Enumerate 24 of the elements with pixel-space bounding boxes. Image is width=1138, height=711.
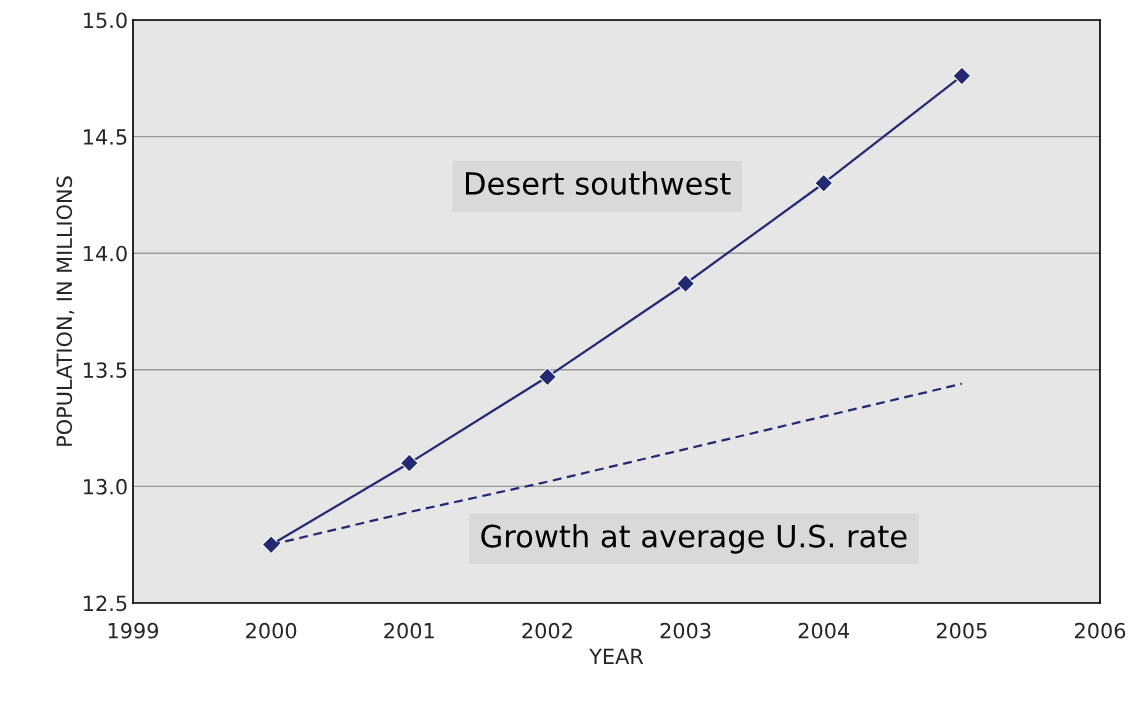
x-tick-label: 1999 bbox=[108, 622, 159, 639]
x-tick-label: 2004 bbox=[798, 622, 850, 639]
point bbox=[261, 535, 281, 555]
series-label: Desert southwest bbox=[466, 171, 731, 196]
x-tick-label: 2005 bbox=[936, 622, 987, 639]
x-axis-title: YEAR bbox=[589, 648, 644, 664]
y-tick-label: 12.5 bbox=[84, 595, 127, 612]
y-tick-label: 15.0 bbox=[84, 12, 127, 29]
x-tick-label: 2003 bbox=[660, 622, 711, 639]
point bbox=[952, 66, 972, 86]
x-tick-label: 2000 bbox=[246, 622, 297, 639]
y-tick-label: 13.5 bbox=[84, 362, 127, 379]
point bbox=[538, 367, 557, 387]
point bbox=[676, 274, 695, 293]
y-tick-label: 14.0 bbox=[84, 245, 127, 262]
x-tick-label: 2006 bbox=[1075, 622, 1126, 639]
point bbox=[399, 453, 419, 473]
y-tick-label: 14.5 bbox=[84, 129, 127, 145]
series-label: Growth at average U.S. rate bbox=[481, 524, 907, 554]
y-axis-title: POPULATION, IN MILLIONS bbox=[56, 176, 75, 446]
point bbox=[814, 173, 834, 193]
x-tick-label: 2002 bbox=[522, 622, 572, 639]
x-tick-label: 2001 bbox=[384, 622, 434, 639]
y-tick-label: 13.0 bbox=[84, 478, 127, 495]
